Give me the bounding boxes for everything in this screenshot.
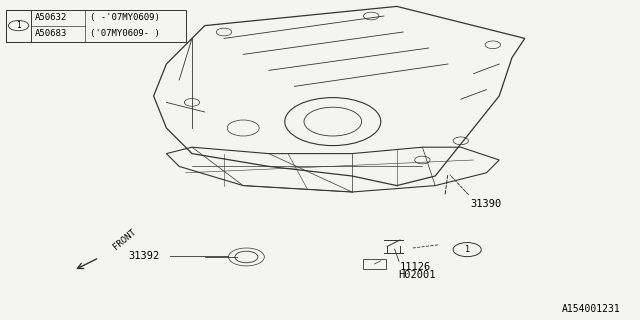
Text: 31392: 31392 — [128, 251, 159, 261]
Text: 31390: 31390 — [470, 199, 502, 209]
Text: 11126: 11126 — [400, 262, 431, 272]
Text: FRONT: FRONT — [112, 227, 138, 251]
Text: 1: 1 — [16, 21, 21, 30]
Text: ('07MY0609- ): ('07MY0609- ) — [90, 29, 159, 38]
Text: ( -'07MY0609): ( -'07MY0609) — [90, 13, 159, 22]
Text: H02001: H02001 — [398, 270, 436, 280]
Text: A154001231: A154001231 — [562, 304, 621, 314]
Text: 1: 1 — [465, 245, 470, 254]
Text: A50632: A50632 — [35, 13, 67, 22]
Text: A50683: A50683 — [35, 29, 67, 38]
